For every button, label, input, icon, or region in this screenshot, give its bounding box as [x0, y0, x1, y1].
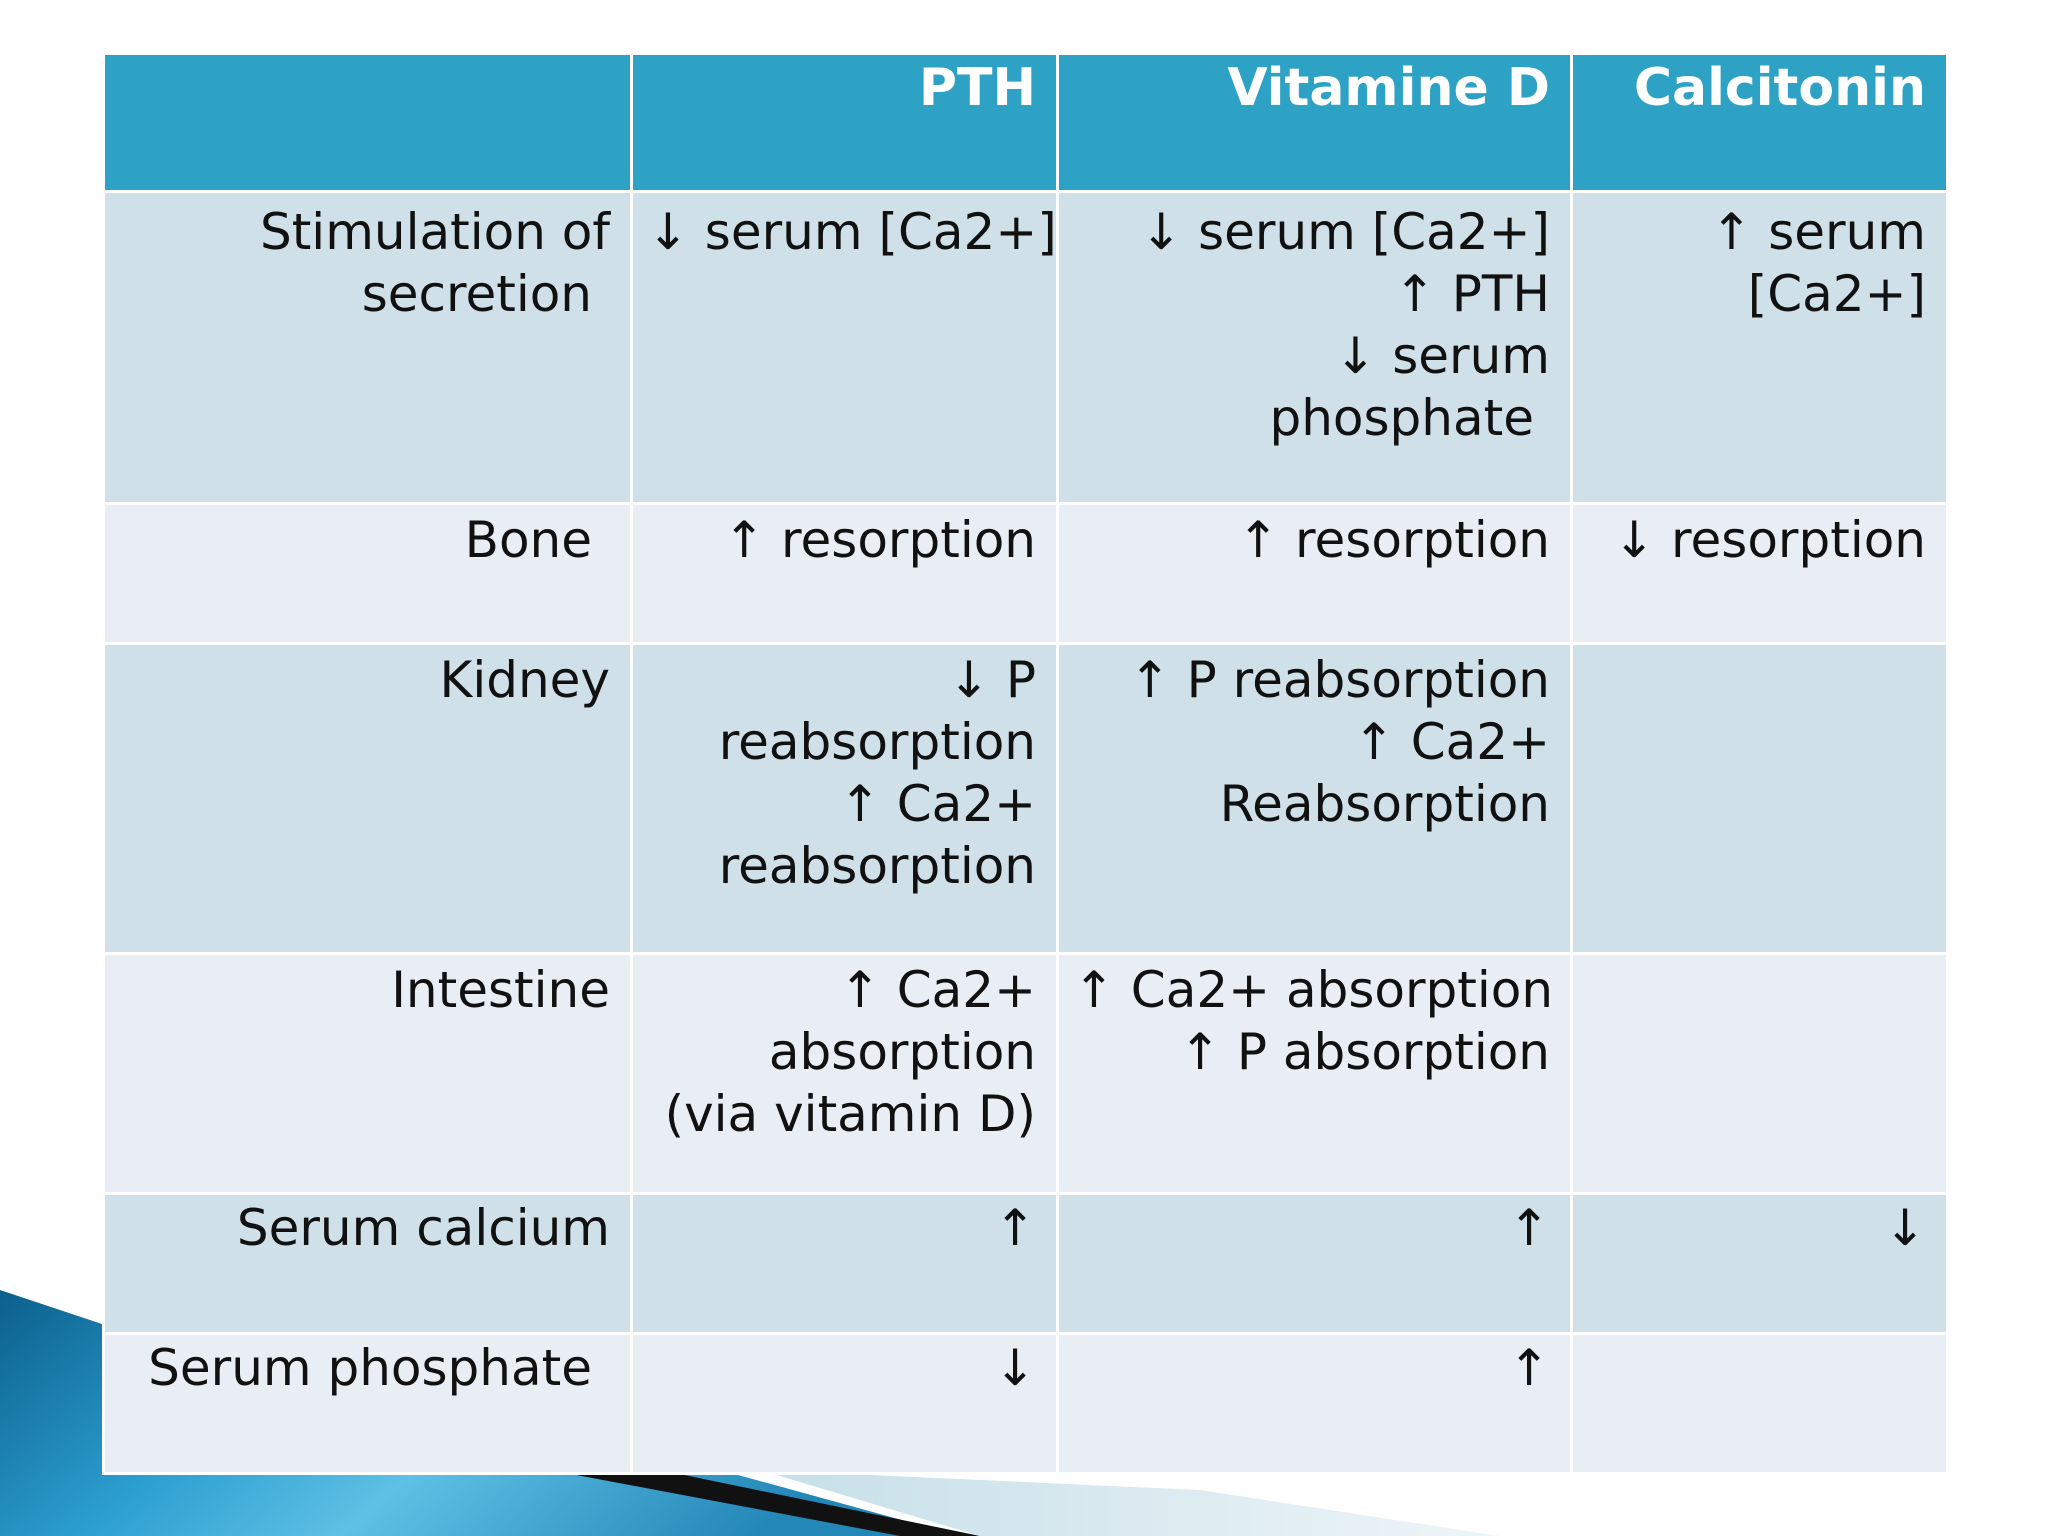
cell-calcitonin-kidney: [1570, 642, 1949, 955]
cell-calcitonin-intestine: [1570, 952, 1949, 1195]
table-row: Kidney ↓ P reabsorption ↑ Ca2+ reabsorpt…: [102, 642, 1949, 955]
row-label-intestine: Intestine: [102, 952, 633, 1195]
cell-calcitonin-stimulation: ↑ serum [Ca2+]: [1570, 190, 1949, 505]
column-header-pth: PTH: [630, 52, 1059, 193]
cell-vitamine-d-bone: ↑ resorption: [1056, 502, 1573, 645]
cell-vitamine-d-serum-calcium: ↑: [1056, 1192, 1573, 1335]
row-label-bone: Bone: [102, 502, 633, 645]
cell-pth-kidney: ↓ P reabsorption ↑ Ca2+ reabsorption: [630, 642, 1059, 955]
column-header-empty: [102, 52, 633, 193]
row-label-serum-calcium: Serum calcium: [102, 1192, 633, 1335]
cell-pth-stimulation: ↓ serum [Ca2+]: [630, 190, 1059, 505]
cell-calcitonin-bone: ↓ resorption: [1570, 502, 1949, 645]
cell-vitamine-d-serum-phosphate: ↑: [1056, 1332, 1573, 1475]
row-label-serum-phosphate: Serum phosphate: [102, 1332, 633, 1475]
cell-vitamine-d-kidney: ↑ P reabsorption ↑ Ca2+ Reabsorption: [1056, 642, 1573, 955]
cell-calcitonin-serum-calcium: ↓: [1570, 1192, 1949, 1335]
cell-pth-intestine: ↑ Ca2+ absorption (via vitamin D): [630, 952, 1059, 1195]
cell-calcitonin-serum-phosphate: [1570, 1332, 1949, 1475]
table-row: Serum phosphate ↓ ↑: [102, 1332, 1949, 1475]
table-row: Bone ↑ resorption ↑ resorption ↓ resorpt…: [102, 502, 1949, 645]
cell-pth-bone: ↑ resorption: [630, 502, 1059, 645]
cell-vitamine-d-stimulation: ↓ serum [Ca2+] ↑ PTH ↓ serum phosphate: [1056, 190, 1573, 505]
table-row: Intestine ↑ Ca2+ absorption (via vitamin…: [102, 952, 1949, 1195]
cell-vitamine-d-intestine: ↑ Ca2+ absorption ↑ P absorption: [1056, 952, 1573, 1195]
table-row: Stimulation of secretion ↓ serum [Ca2+] …: [102, 190, 1949, 505]
column-header-vitamine-d: Vitamine D: [1056, 52, 1573, 193]
table-row: Serum calcium ↑ ↑ ↓: [102, 1192, 1949, 1335]
header-row: PTH Vitamine D Calcitonin: [102, 52, 1949, 193]
row-label-stimulation: Stimulation of secretion: [102, 190, 633, 505]
row-label-kidney: Kidney: [102, 642, 633, 955]
cell-pth-serum-phosphate: ↓: [630, 1332, 1059, 1475]
hormone-comparison-table: PTH Vitamine D Calcitonin Stimulation of…: [102, 52, 1949, 1475]
cell-pth-serum-calcium: ↑: [630, 1192, 1059, 1335]
column-header-calcitonin: Calcitonin: [1570, 52, 1949, 193]
